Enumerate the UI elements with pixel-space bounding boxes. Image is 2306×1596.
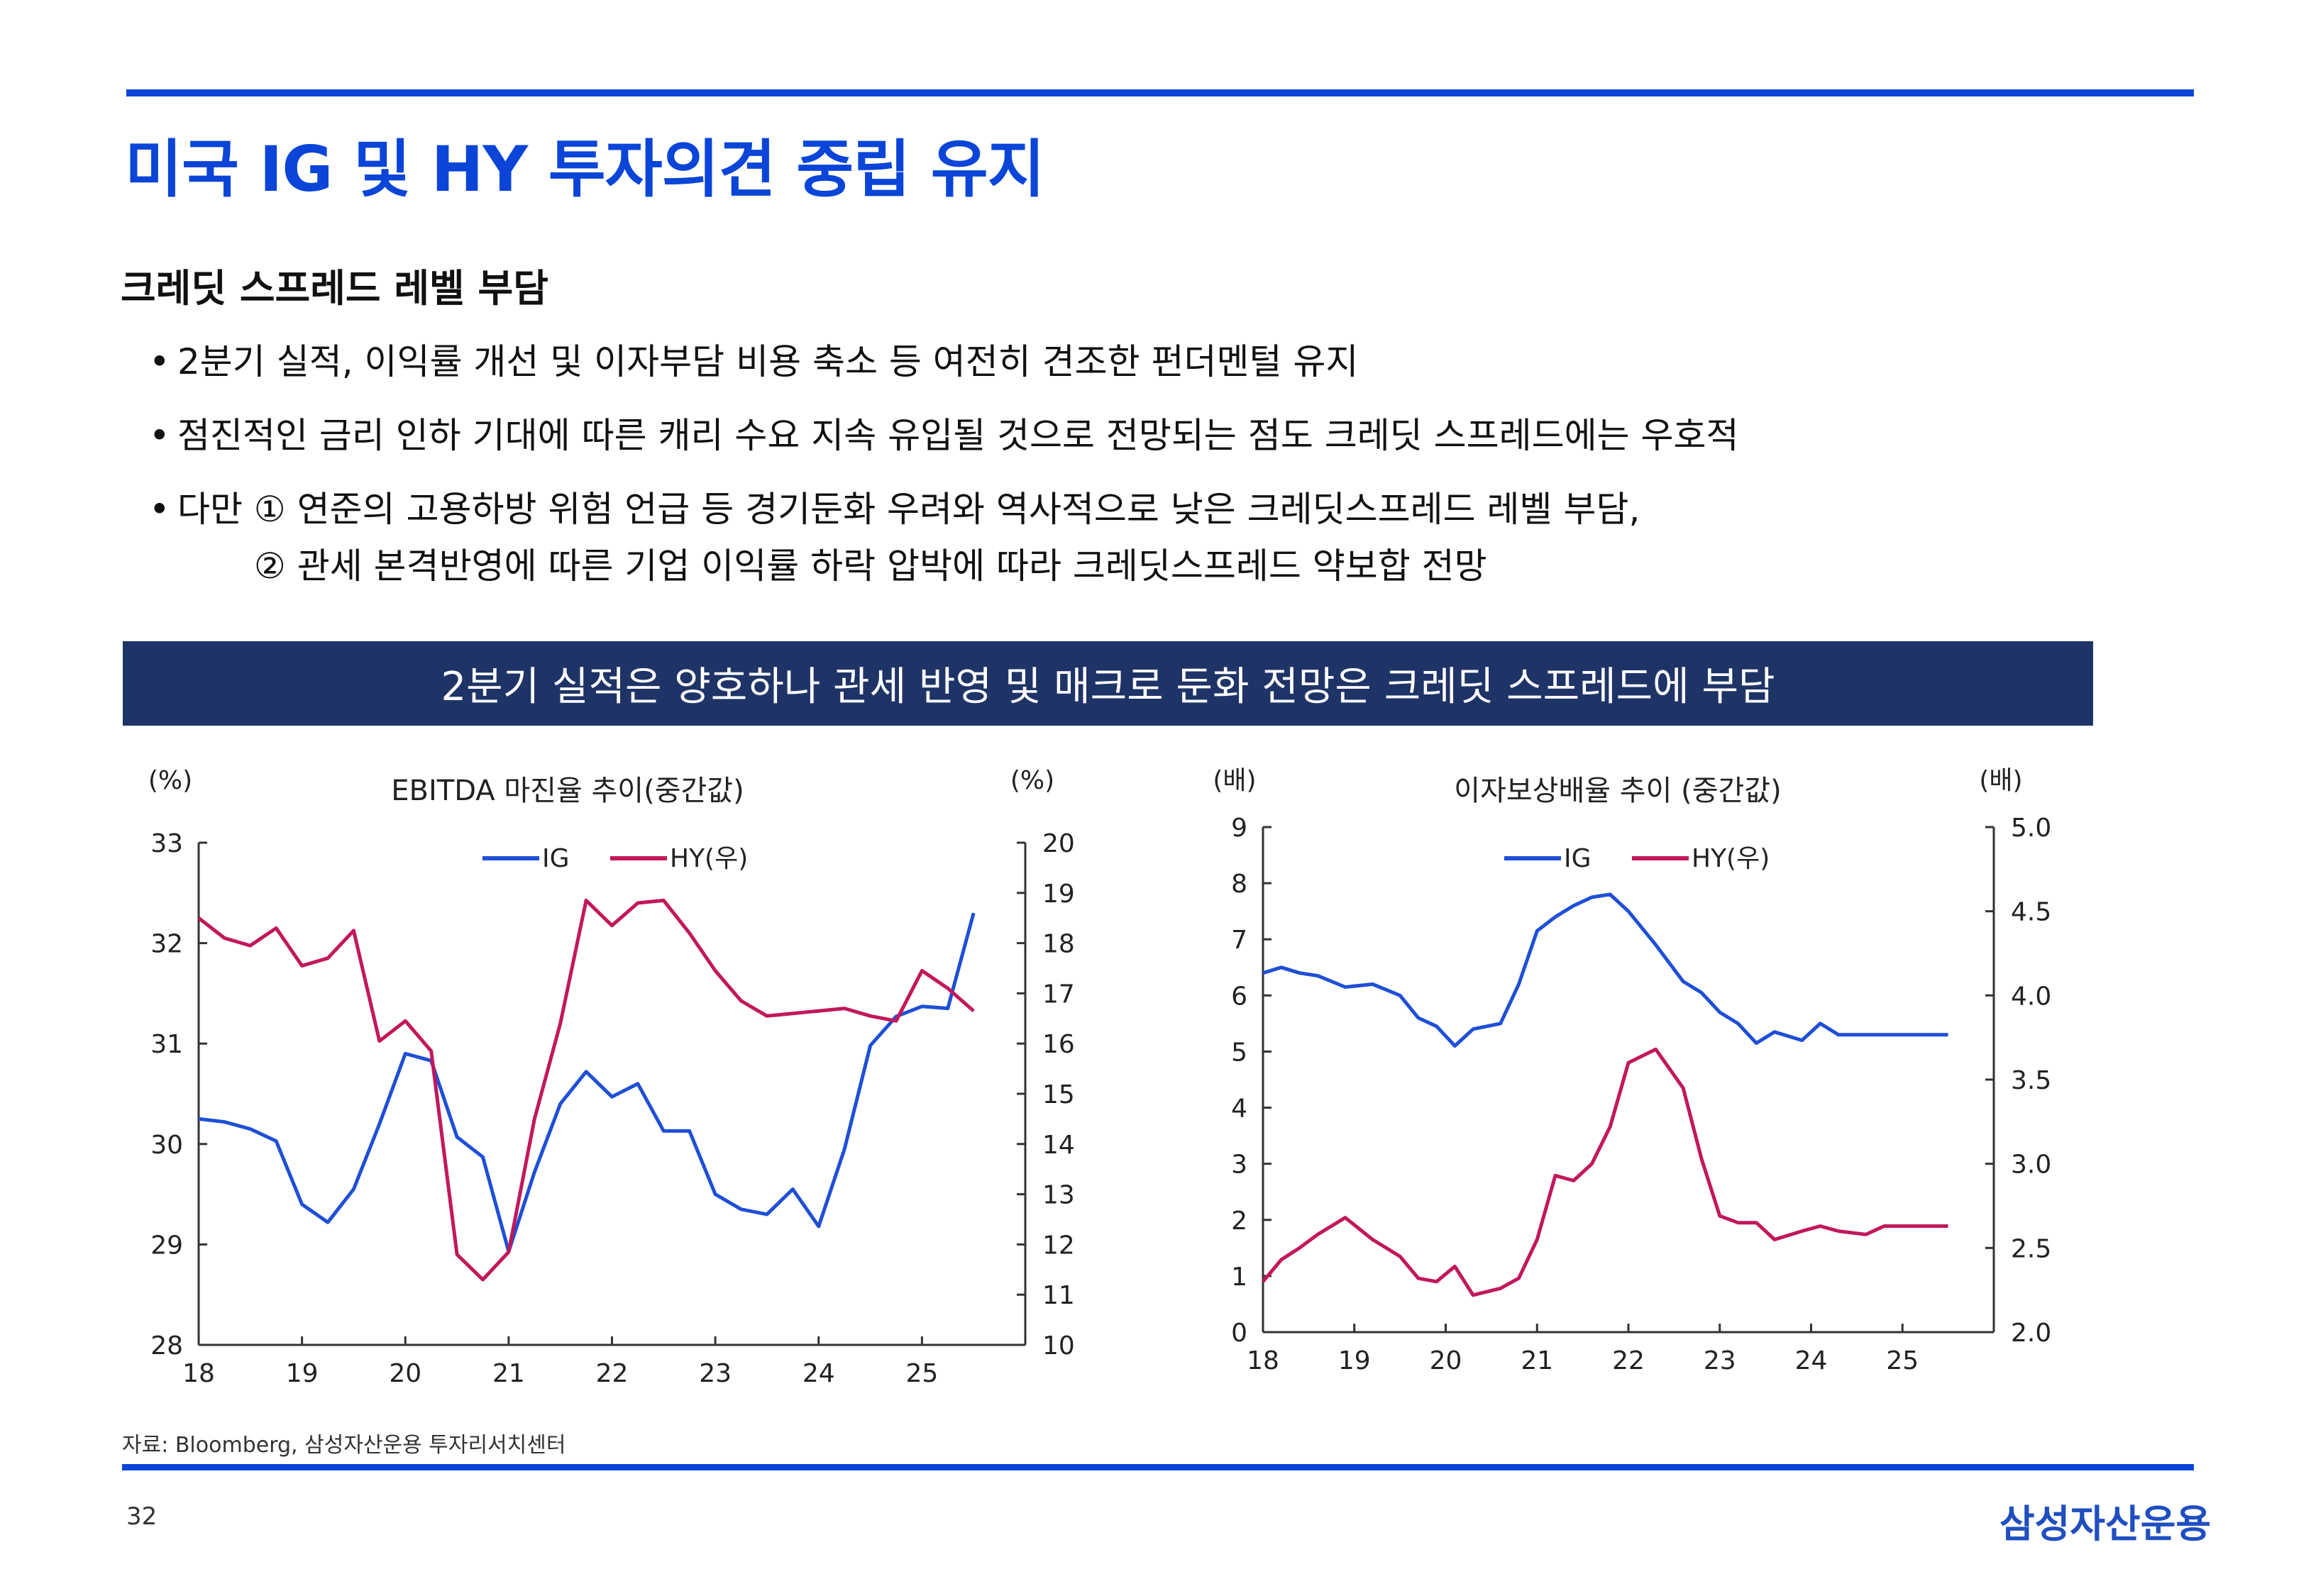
y-right-tick-label: 18	[1042, 930, 1075, 959]
y-right-tick-label: 4.0	[2011, 982, 2051, 1011]
series-line-hy	[1262, 1047, 1948, 1297]
y-left-tick-label: 5	[1231, 1038, 1247, 1067]
chart-title: 이자보상배율 추이 (중간값)	[1454, 775, 1781, 807]
y-right-tick-label: 15	[1042, 1080, 1075, 1109]
y-right-tick-label: 4.5	[2011, 898, 2051, 927]
x-tick-label: 25	[905, 1359, 938, 1388]
page-number: 32	[126, 1502, 158, 1531]
y-left-tick-label: 4	[1231, 1095, 1247, 1124]
company-logo: 삼성자산운용	[1999, 1502, 2212, 1546]
legend-label-ig: IG	[542, 844, 570, 873]
bullet-text: 다만 ① 연준의 고용하방 위험 언급 등 경기둔화 우려와 역사적으로 낮은 …	[177, 489, 1640, 530]
source-note: 자료: Bloomberg, 삼성자산운용 투자리서치센터	[122, 1433, 566, 1458]
bullet-continuation: ② 관세 본격반영에 따른 기업 이익률 하락 압박에 따라 크레딧스프레드 약…	[254, 545, 1487, 587]
y-left-tick-label: 32	[150, 930, 183, 959]
y-right-tick-label: 17	[1042, 980, 1075, 1009]
y-axis-right-unit: (%)	[1010, 766, 1054, 795]
x-tick-label: 20	[389, 1359, 421, 1388]
bullet-dot: •	[149, 415, 170, 456]
y-right-tick-label: 19	[1042, 880, 1075, 909]
y-left-tick-label: 1	[1231, 1263, 1247, 1292]
y-right-tick-label: 14	[1042, 1131, 1075, 1160]
interest-coverage-chart: 이자보상배율 추이 (중간값)(배) (배)01234567892.02.53.0…	[1213, 766, 2051, 1375]
x-tick-label: 21	[492, 1359, 525, 1388]
legend-label-hy: HY(우)	[1692, 844, 1770, 873]
x-tick-label: 19	[1338, 1346, 1371, 1375]
y-left-tick-label: 8	[1231, 870, 1247, 899]
bullet-text: 2분기 실적, 이익률 개선 및 이자부담 비용 축소 등 여전히 견조한 펀더…	[177, 341, 1359, 382]
x-tick-label: 23	[1704, 1346, 1736, 1375]
y-right-tick-label: 11	[1042, 1281, 1075, 1310]
summary-banner: 2분기 실적은 양호하나 관세 반영 및 매크로 둔화 전망은 크레딧 스프레드…	[123, 641, 2093, 726]
series-line-hy	[197, 898, 975, 1282]
ebitda-margin-chart: EBITDA 마진율 추이(중간값) (%) (%) 28 29 30 31 32 33 10 11…	[148, 766, 1075, 1388]
y-left-tick-label: 3	[1231, 1151, 1247, 1180]
y-axis-right-unit: (배)	[1979, 766, 2022, 795]
chart-title: EBITDA 마진율 추이(중간값)	[391, 775, 744, 807]
bullet-item: • 다만 ① 연준의 고용하방 위험 언급 등 경기둔화 우려와 역사적으로 낮은…	[149, 481, 1640, 532]
top-rule	[126, 89, 2194, 96]
page-title: 미국 IG 및 HY 투자의견 중립 유지	[125, 133, 1045, 206]
series-line-ig	[198, 912, 976, 1253]
y-left-tick-label: 7	[1231, 926, 1247, 955]
bullet-text: 점진적인 금리 인하 기대에 따른 캐리 수요 지속 유입될 것으로 전망되는 …	[177, 415, 1739, 456]
x-tick-label: 25	[1886, 1346, 1919, 1375]
y-right-tick-label: 16	[1042, 1030, 1075, 1059]
bullet-item: • 점진적인 금리 인하 기대에 따른 캐리 수요 지속 유입될 것으로 전망되는…	[149, 407, 1739, 458]
y-left-tick-label: 2	[1231, 1207, 1247, 1236]
x-tick-label: 20	[1430, 1346, 1462, 1375]
x-tick-label: 21	[1521, 1346, 1553, 1375]
y-left-tick-label: 31	[150, 1030, 183, 1059]
x-tick-label: 24	[1795, 1346, 1828, 1375]
series-line-ig	[1262, 892, 1948, 1048]
x-tick-label: 22	[1612, 1346, 1645, 1375]
x-tick-label: 18	[1247, 1346, 1279, 1375]
y-axis-left-unit: (%)	[148, 766, 192, 795]
x-tick-label: 18	[182, 1359, 215, 1388]
y-right-tick-label: 10	[1042, 1331, 1075, 1361]
legend-label-hy: HY(우)	[670, 844, 748, 873]
y-right-tick-label: 20	[1042, 829, 1075, 858]
y-right-tick-label: 13	[1042, 1181, 1075, 1210]
y-left-tick-label: 30	[150, 1131, 183, 1160]
bullet-dot: •	[149, 341, 170, 382]
y-right-tick-label: 5.0	[2011, 814, 2051, 843]
y-right-tick-label: 12	[1042, 1231, 1075, 1260]
x-tick-label: 23	[699, 1359, 732, 1388]
legend-label-ig: IG	[1564, 844, 1591, 873]
bullet-dot: •	[149, 489, 170, 530]
x-tick-label: 19	[286, 1359, 319, 1388]
y-right-tick-label: 2.0	[2011, 1319, 2051, 1348]
y-axis-left-unit: (배)	[1213, 766, 1256, 795]
y-left-tick-label: 28	[150, 1331, 183, 1361]
y-left-tick-label: 0	[1231, 1319, 1247, 1348]
y-left-tick-label: 9	[1231, 814, 1247, 843]
y-right-tick-label: 3.0	[2011, 1151, 2051, 1180]
bullet-item: • 2분기 실적, 이익률 개선 및 이자부담 비용 축소 등 여전히 견조한 펀…	[149, 333, 1358, 384]
y-left-tick-label: 6	[1231, 982, 1247, 1011]
x-tick-label: 24	[802, 1359, 835, 1388]
y-right-tick-label: 2.5	[2011, 1234, 2051, 1263]
y-left-tick-label: 33	[150, 829, 183, 858]
y-left-tick-label: 29	[150, 1231, 183, 1260]
y-right-tick-label: 3.5	[2011, 1066, 2051, 1095]
bottom-rule	[122, 1464, 2194, 1470]
section-subtitle: 크레딧 스프레드 레벨 부담	[121, 266, 548, 311]
x-tick-label: 22	[596, 1359, 629, 1388]
